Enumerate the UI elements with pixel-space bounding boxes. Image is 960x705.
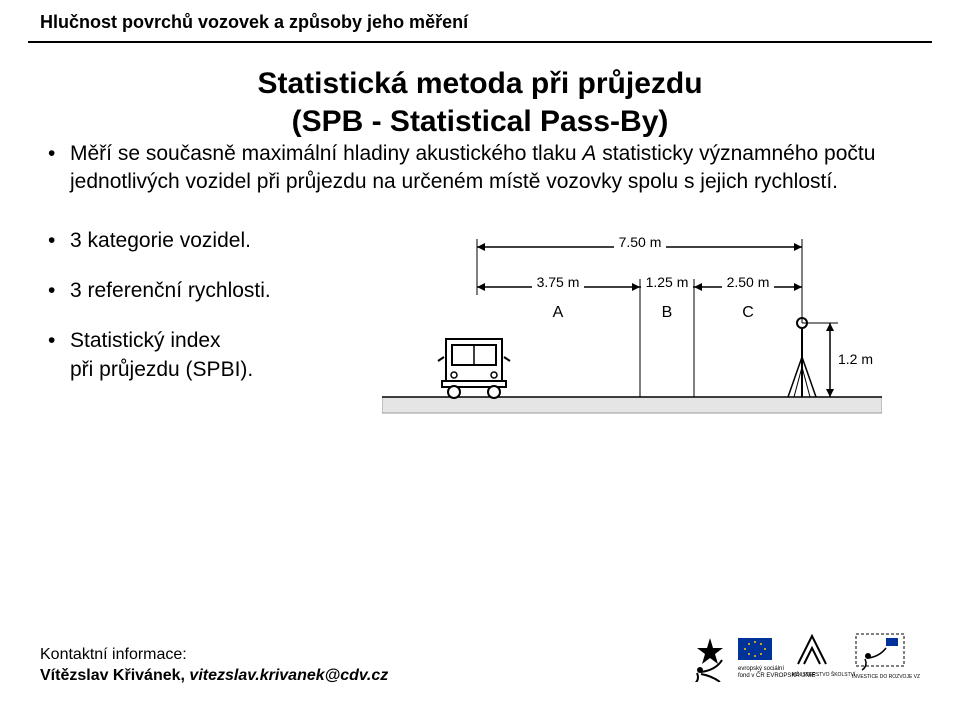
title-line-2: (SPB - Statistical Pass-By) [0,103,960,141]
page-header: Hlučnost povrchů vozovek a způsoby jeho … [0,0,960,39]
bullet-text-2: 3 referenční rychlosti. [70,277,271,305]
dim-seg-a-label: 3.75 m [537,274,580,290]
left-bullet-list: • 3 kategorie vozidel. • 3 referenční ry… [48,227,358,452]
svg-text:evropský sociální: evropský sociální [738,666,784,672]
bullet-dot: • [48,327,70,355]
road-surface [382,397,882,413]
bullet-dot: • [48,140,70,168]
bullet-dot: • [48,277,70,305]
main-bullet-pre: Měří se současně maximální hladiny akust… [70,142,582,165]
bullet-text-3-sub: při průjezdu (SPBI). [48,356,358,384]
footer-logos: evropský sociální fond v ČR EVROPSKÁ UNI… [680,628,920,687]
header-text: Hlučnost povrchů vozovek a způsoby jeho … [40,12,468,32]
slide-title: Statistická metoda při průjezdu (SPB - S… [0,65,960,140]
dim-seg-b-label: 1.25 m [646,274,689,290]
contact-info: Kontaktní informace: Vítězslav Křivánek,… [40,644,388,687]
bullet-item-1: • 3 kategorie vozidel. [48,227,358,255]
main-bullet-text: Měří se současně maximální hladiny akust… [70,140,960,197]
vehicle-icon [438,339,510,398]
diagram-container: 7.50 m 3.75 m 1.25 m [382,227,920,452]
footer: Kontaktní informace: Vítězslav Křivánek,… [40,628,920,687]
dim-seg-c-label: 2.50 m [727,274,770,290]
bullet-item-3: • Statistický index [48,327,358,355]
contact-name: Vítězslav Křivánek, [40,667,189,684]
station-b: B [662,304,673,321]
bullet-item-2: • 3 referenční rychlosti. [48,277,358,305]
header-divider [28,41,932,43]
dim-total-label: 7.50 m [619,234,662,250]
title-line-1: Statistická metoda při průjezdu [0,65,960,103]
svg-text:MINISTERSTVO ŠKOLSTVÍ: MINISTERSTVO ŠKOLSTVÍ [792,671,856,678]
svg-text:INVESTICE DO ROZVOJE VZDĚLÁVÁN: INVESTICE DO ROZVOJE VZDĚLÁVÁNÍ [852,672,920,680]
bullet-text-3: Statistický index [70,327,221,355]
lower-section: • 3 kategorie vozidel. • 3 referenční ry… [0,227,960,452]
station-c: C [742,304,754,321]
microphone-icon [788,318,816,397]
bullet-text-1: 3 kategorie vozidel. [70,227,251,255]
eu-funding-logos-icon: evropský sociální fond v ČR EVROPSKÁ UNI… [680,628,920,682]
contact-email: vitezslav.krivanek@cdv.cz [189,667,388,684]
main-bullet: • Měří se současně maximální hladiny aku… [48,140,960,197]
bullet-dot: • [48,227,70,255]
main-bullet-italic: A [582,142,596,165]
dim-height-label: 1.2 m [838,351,873,367]
station-a: A [553,304,564,321]
spb-diagram: 7.50 m 3.75 m 1.25 m [382,227,882,447]
contact-label: Kontaktní informace: [40,644,388,666]
